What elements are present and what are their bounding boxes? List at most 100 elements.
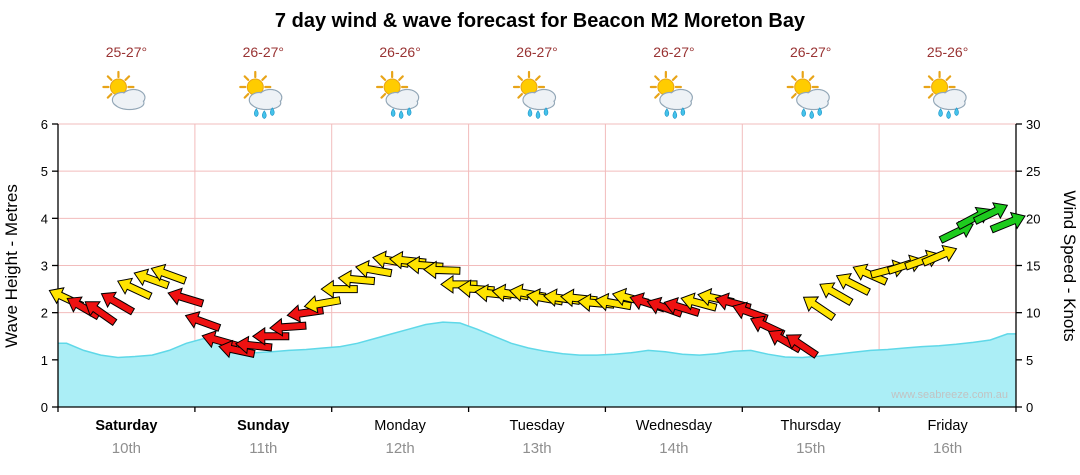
day-date-label: 12th: [385, 440, 414, 457]
cloud-fill: [799, 97, 828, 109]
sun-ray: [671, 75, 678, 82]
cloud-fill: [252, 97, 281, 109]
temp-label: 25-26°: [927, 44, 968, 60]
wind-arrow: [802, 296, 837, 322]
sun-ray: [124, 75, 131, 82]
sun-cloud-rain-icon: [923, 70, 967, 119]
wind-arrow: [337, 269, 376, 289]
cloud-fill: [663, 97, 691, 109]
wave-tick-label: 5: [41, 164, 48, 179]
wind-arrow: [100, 291, 136, 316]
sun-ray: [517, 93, 523, 99]
temp-label: 25-27°: [106, 44, 147, 60]
raindrop: [672, 110, 678, 119]
raindrop: [946, 110, 951, 119]
raindrop: [406, 107, 412, 116]
sun-cloud-rain-icon: [786, 70, 830, 119]
day-date-label: 16th: [933, 440, 962, 457]
wave-tick-label: 0: [41, 400, 48, 415]
day-name-label: Thursday: [780, 418, 841, 434]
wave-height-area: [58, 322, 1016, 407]
day-name-label: Wednesday: [636, 418, 713, 434]
wind-arrow: [251, 326, 290, 346]
wind-arrow: [663, 296, 701, 317]
wind-arrow: [320, 279, 358, 299]
temp-label: 26-26°: [379, 44, 420, 60]
raindrop: [535, 110, 541, 119]
sun-ray: [380, 93, 387, 99]
sun-ray: [654, 93, 660, 99]
wind-tick-label: 15: [1026, 259, 1040, 274]
sun-ray: [106, 75, 113, 82]
wind-tick-label: 10: [1026, 306, 1040, 321]
day-date-label: 14th: [659, 440, 688, 457]
temp-label: 26-27°: [790, 44, 831, 60]
raindrop: [270, 107, 275, 116]
sun-cloud-icon: [102, 70, 146, 111]
raindrop: [398, 110, 404, 119]
day-date-label: 13th: [522, 440, 551, 457]
cloud-fill: [115, 97, 144, 109]
wind-tick-label: 25: [1026, 164, 1040, 179]
wind-arrow: [167, 287, 205, 308]
wind-arrow: [819, 282, 854, 307]
raindrop: [801, 108, 806, 117]
chart-layer: 0 1 2 3 4 5 6 0 5 10 15 20 25 30 Saturday 10th 25-27° Sun…: [41, 44, 1041, 457]
day-date-label: 15th: [796, 440, 825, 457]
sun-cloud-rain-icon: [376, 70, 420, 119]
day-name-label: Saturday: [95, 418, 157, 434]
sun-ray: [791, 75, 797, 82]
wind-arrow: [921, 244, 958, 267]
sun-ray: [106, 93, 113, 99]
wind-arrow: [116, 277, 153, 301]
wind-tick-label: 0: [1026, 400, 1033, 415]
sun-ray: [945, 75, 952, 82]
raindrop: [262, 110, 267, 119]
temp-label: 26-27°: [243, 44, 284, 60]
sun-ray: [927, 93, 934, 99]
wave-tick-label: 2: [41, 306, 48, 321]
cloud-fill: [936, 97, 965, 109]
raindrop: [664, 108, 670, 117]
sun-ray: [535, 75, 541, 82]
sun-ray: [398, 75, 404, 82]
wind-arrow: [354, 259, 393, 279]
wind-arrow: [972, 202, 1009, 225]
cloud-fill: [526, 97, 554, 109]
wind-arrow: [785, 334, 819, 359]
raindrop: [938, 108, 943, 117]
temp-label: 26-27°: [653, 44, 694, 60]
wind-arrow: [594, 292, 632, 312]
raindrop: [254, 108, 259, 117]
temp-label: 26-27°: [516, 44, 557, 60]
left-axis-title: Wave Height - Metres: [2, 184, 21, 348]
raindrop: [527, 108, 533, 117]
wind-arrow: [852, 263, 889, 286]
raindrop: [954, 107, 959, 116]
sun-cloud-rain-icon: [512, 70, 557, 119]
wind-arrow: [303, 295, 342, 314]
raindrop: [680, 107, 686, 116]
wind-arrow: [234, 335, 273, 355]
wind-arrow: [680, 292, 718, 312]
wave-tick-label: 4: [41, 211, 48, 226]
wind-arrow: [269, 317, 307, 337]
day-name-label: Monday: [374, 418, 426, 434]
right-axis-title: Wind Speed - Knots: [1060, 190, 1079, 341]
day-name-label: Tuesday: [509, 418, 565, 434]
wind-arrow: [835, 273, 871, 296]
wind-tick-label: 5: [1026, 353, 1033, 368]
sun-cloud-rain-icon: [239, 70, 283, 119]
day-name-label: Friday: [927, 418, 968, 434]
wind-arrow: [423, 260, 461, 280]
wind-arrow: [133, 268, 170, 290]
wind-arrow: [184, 310, 222, 332]
sun-ray: [380, 75, 387, 82]
sun-cloud-rain-icon: [649, 70, 693, 119]
day-date-label: 11th: [249, 440, 277, 457]
sun-ray: [654, 75, 660, 82]
wave-tick-label: 3: [41, 259, 48, 274]
raindrop: [543, 107, 549, 116]
